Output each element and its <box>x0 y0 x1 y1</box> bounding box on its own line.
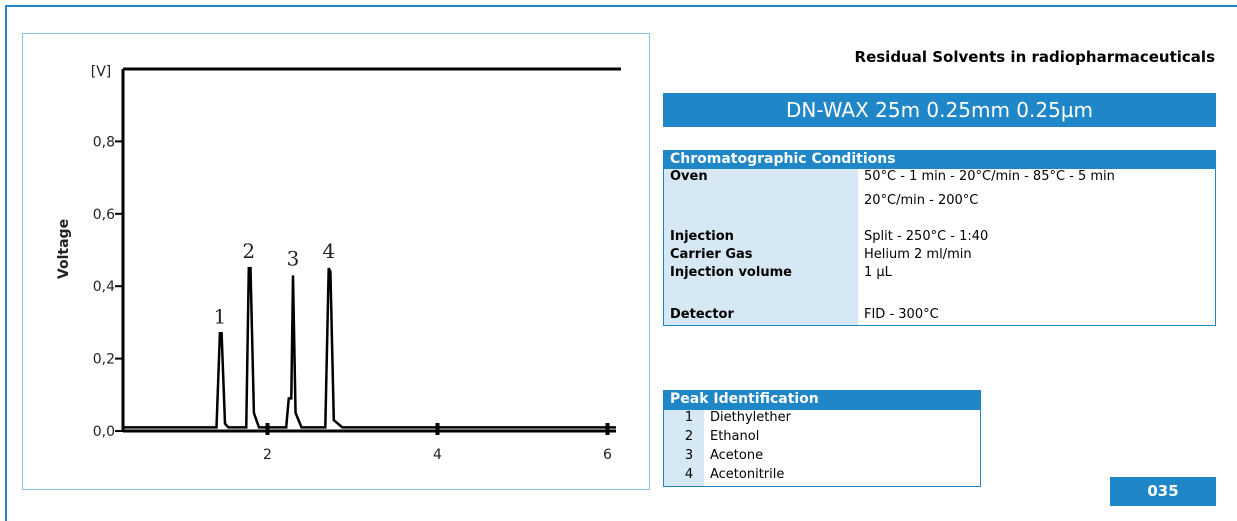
x-tick-label: 6 <box>603 447 612 463</box>
frame <box>5 5 1237 521</box>
peak-name: Diethylether <box>710 410 791 425</box>
column-banner: DN-WAX 25m 0.25mm 0.25µm <box>663 93 1216 127</box>
peak-number: 1 <box>663 410 704 429</box>
peak-label: 1 <box>214 304 227 328</box>
peak-number: 3 <box>663 448 704 467</box>
peak-label: 2 <box>242 239 255 263</box>
y-label: Voltage <box>56 219 72 279</box>
y-tick-label: 0,0 <box>93 424 115 440</box>
title: Residual Solvents in radiopharmaceutical… <box>854 48 1215 66</box>
x-tick-label: 4 <box>433 447 442 463</box>
peak-number: 2 <box>663 429 704 448</box>
trace <box>123 266 616 429</box>
condition-key: Detector <box>663 301 858 326</box>
y-unit: [V] <box>91 64 112 80</box>
condition-key: Injection volume <box>663 265 858 301</box>
peak-row: 1 Diethylether <box>663 410 981 429</box>
condition-row: 20°C/min - 200°C <box>663 187 1216 229</box>
conditions-table: Chromatographic Conditions Oven 50°C - 1 m… <box>663 150 1216 326</box>
peak-label: 3 <box>287 246 300 270</box>
condition-key: Injection <box>663 229 858 247</box>
header-row: Chromatographic Conditions <box>663 150 1216 169</box>
condition-value: 20°C/min - 200°C <box>864 193 979 208</box>
x-tick-label: 2 <box>263 447 272 463</box>
condition-key: Carrier Gas <box>663 247 858 265</box>
chart: [V] Voltage 0,00,20,40,60,82 4 612 3 4 <box>56 64 621 463</box>
table-title: Chromatographic Conditions <box>663 150 1216 169</box>
condition-value: 50°C - 1 min - 20°C/min - 85°C - 5 min <box>864 169 1115 184</box>
condition-key <box>663 187 858 229</box>
y-tick-label: 0,2 <box>93 352 115 368</box>
condition-row: Oven 50°C - 1 min - 20°C/min - 85°C - 5 m… <box>663 169 1216 187</box>
condition-key: Oven <box>663 169 858 187</box>
condition-row: Carrier Gas Helium 2 ml/min <box>663 247 1216 265</box>
condition-value: Split - 250°C - 1:40 <box>864 229 989 244</box>
peak-row: 2 Ethanol <box>663 429 981 448</box>
peak-number: 4 <box>663 467 704 487</box>
peak-row: 4 Acetonitrile <box>663 467 981 487</box>
header-row: Peak Identification <box>663 390 981 410</box>
condition-row: Detector FID - 300°C <box>663 301 1216 326</box>
condition-value: FID - 300°C <box>864 307 939 322</box>
peak-row: 3 Acetone <box>663 448 981 467</box>
y-tick-label: 0,4 <box>93 279 115 295</box>
condition-row: Injection volume 1 µL <box>663 265 1216 301</box>
condition-value: 1 µL <box>864 265 892 280</box>
chromatogram-box: [V] Voltage 0,0 0,2 0,4 0,6 0,8 2 4 6 1 2 3 4 <box>22 33 650 490</box>
peak-label: 4 <box>322 239 335 263</box>
condition-row: Injection Split - 250°C - 1:40 <box>663 229 1216 247</box>
peak-name: Acetonitrile <box>710 467 785 482</box>
y-tick-label: 0,8 <box>93 134 115 150</box>
peak-name: Acetone <box>710 448 764 463</box>
y-tick-label: 0,6 <box>93 207 115 223</box>
table-title: Peak Identification <box>663 390 981 410</box>
peak-name: Ethanol <box>710 429 760 444</box>
peak-table: Peak Identification 1 Diethylether 2 Ethanol… <box>663 390 981 487</box>
code-badge: 035 <box>1110 477 1216 506</box>
condition-value: Helium 2 ml/min <box>864 247 972 262</box>
